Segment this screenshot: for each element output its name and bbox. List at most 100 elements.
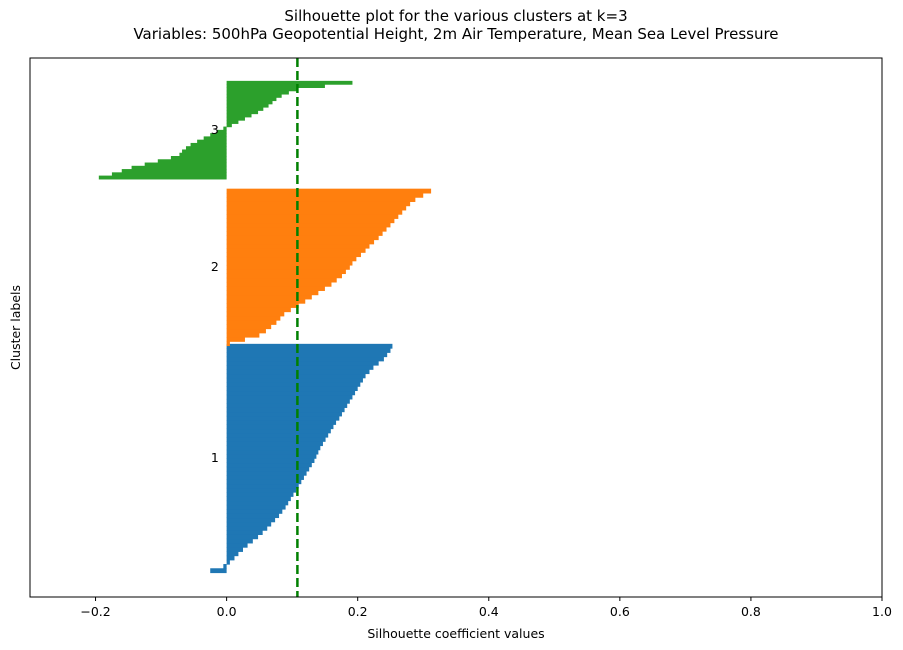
silhouette-bar-cluster-3 bbox=[98, 175, 227, 180]
silhouette-bar-cluster-1 bbox=[226, 462, 312, 468]
silhouette-bar-cluster-2 bbox=[226, 231, 383, 236]
silhouette-bar-cluster-2 bbox=[226, 209, 403, 215]
x-tick-label: 0.4 bbox=[479, 604, 499, 619]
silhouette-bar-cluster-2 bbox=[226, 298, 306, 304]
silhouette-bar-cluster-3 bbox=[226, 90, 289, 95]
silhouette-bar-cluster-1 bbox=[226, 428, 331, 434]
silhouette-bar-cluster-1 bbox=[226, 365, 374, 370]
cluster-label-2: 2 bbox=[211, 259, 219, 274]
silhouette-bar-cluster-2 bbox=[226, 260, 353, 266]
silhouette-bar-cluster-1 bbox=[226, 475, 304, 480]
silhouette-bar-cluster-1 bbox=[226, 373, 366, 379]
silhouette-bar-cluster-2 bbox=[226, 290, 319, 296]
silhouette-bar-cluster-1 bbox=[226, 381, 361, 387]
silhouette-bar-cluster-1 bbox=[226, 513, 280, 519]
silhouette-bar-cluster-2 bbox=[226, 315, 281, 321]
silhouette-bar-cluster-1 bbox=[226, 398, 350, 404]
silhouette-bar-cluster-3 bbox=[226, 97, 277, 102]
silhouette-bar-cluster-2 bbox=[226, 324, 272, 330]
x-tick-label: 0.6 bbox=[610, 604, 630, 619]
silhouette-bars bbox=[98, 80, 432, 574]
silhouette-bar-cluster-3 bbox=[223, 126, 227, 131]
silhouette-bar-cluster-3 bbox=[111, 172, 227, 177]
x-tick-label: 1.0 bbox=[872, 604, 892, 619]
silhouette-bar-cluster-1 bbox=[226, 525, 268, 531]
silhouette-bar-cluster-3 bbox=[226, 110, 259, 115]
silhouette-bar-cluster-3 bbox=[226, 93, 282, 98]
silhouette-bar-cluster-3 bbox=[226, 87, 298, 92]
silhouette-bar-cluster-2 bbox=[226, 311, 285, 317]
silhouette-bar-cluster-2 bbox=[226, 336, 245, 342]
silhouette-bar-cluster-1 bbox=[226, 534, 259, 540]
silhouette-bar-cluster-2 bbox=[226, 218, 395, 224]
silhouette-bar-cluster-3 bbox=[131, 165, 227, 170]
silhouette-bar-cluster-3 bbox=[197, 139, 227, 144]
silhouette-bar-cluster-1 bbox=[226, 479, 302, 485]
silhouette-bar-cluster-1 bbox=[226, 441, 323, 447]
silhouette-bar-cluster-1 bbox=[226, 407, 345, 413]
silhouette-bar-cluster-3 bbox=[182, 149, 227, 154]
silhouette-bar-cluster-1 bbox=[226, 394, 353, 400]
silhouette-bar-cluster-1 bbox=[226, 521, 272, 527]
silhouette-bar-cluster-1 bbox=[226, 483, 299, 489]
silhouette-bar-cluster-1 bbox=[226, 436, 326, 442]
silhouette-bar-cluster-1 bbox=[226, 542, 248, 548]
silhouette-bar-cluster-2 bbox=[226, 235, 379, 241]
silhouette-bar-cluster-2 bbox=[226, 222, 391, 228]
silhouette-bar-cluster-2 bbox=[226, 214, 399, 219]
silhouette-bar-cluster-3 bbox=[226, 84, 325, 88]
silhouette-bar-cluster-1 bbox=[226, 555, 235, 561]
silhouette-bar-cluster-2 bbox=[226, 264, 350, 270]
silhouette-bar-cluster-1 bbox=[226, 517, 276, 523]
cluster-labels: 1 2 3 bbox=[211, 122, 219, 465]
silhouette-bar-cluster-3 bbox=[226, 100, 273, 105]
chart-subtitle: Variables: 500hPa Geopotential Height, 2… bbox=[133, 25, 778, 43]
silhouette-bar-cluster-2 bbox=[226, 188, 432, 194]
silhouette-bar-cluster-2 bbox=[226, 252, 361, 258]
x-axis-label: Silhouette coefficient values bbox=[367, 626, 544, 641]
silhouette-bar-cluster-1 bbox=[226, 360, 379, 366]
silhouette-bar-cluster-3 bbox=[190, 142, 227, 147]
silhouette-bar-cluster-2 bbox=[226, 277, 337, 283]
silhouette-bar-cluster-1 bbox=[226, 500, 289, 506]
cluster-label-3: 3 bbox=[211, 122, 219, 137]
silhouette-bar-cluster-2 bbox=[226, 332, 260, 338]
x-tick-label: −0.2 bbox=[80, 604, 110, 619]
silhouette-bar-cluster-3 bbox=[226, 123, 232, 128]
silhouette-bar-cluster-2 bbox=[226, 294, 312, 300]
silhouette-bar-cluster-1 bbox=[226, 403, 348, 408]
silhouette-bar-cluster-2 bbox=[226, 226, 387, 232]
silhouette-bar-cluster-2 bbox=[226, 192, 424, 198]
silhouette-bar-cluster-1 bbox=[223, 564, 227, 569]
silhouette-bar-cluster-3 bbox=[170, 156, 227, 160]
chart-title: Silhouette plot for the various clusters… bbox=[284, 7, 627, 25]
silhouette-bar-cluster-2 bbox=[226, 307, 291, 313]
silhouette-bar-cluster-3 bbox=[216, 129, 227, 134]
silhouette-bar-cluster-3 bbox=[179, 152, 227, 157]
silhouette-bar-cluster-1 bbox=[226, 492, 294, 497]
silhouette-bar-cluster-3 bbox=[226, 113, 252, 118]
silhouette-bar-cluster-1 bbox=[226, 411, 342, 417]
silhouette-bar-cluster-3 bbox=[226, 120, 239, 124]
silhouette-bar-cluster-3 bbox=[157, 159, 227, 164]
silhouette-bar-cluster-1 bbox=[226, 453, 317, 459]
silhouette-bar-cluster-1 bbox=[226, 348, 391, 353]
silhouette-bar-cluster-1 bbox=[226, 432, 329, 438]
silhouette-bar-cluster-1 bbox=[226, 470, 307, 476]
silhouette-bar-cluster-1 bbox=[226, 504, 286, 510]
silhouette-bar-cluster-1 bbox=[226, 343, 393, 349]
silhouette-bar-cluster-2 bbox=[226, 197, 416, 202]
silhouette-bar-cluster-3 bbox=[203, 136, 227, 141]
silhouette-bar-cluster-1 bbox=[226, 449, 319, 455]
silhouette-bar-cluster-2 bbox=[226, 247, 366, 253]
silhouette-bar-cluster-1 bbox=[226, 487, 297, 493]
silhouette-bar-cluster-1 bbox=[226, 386, 358, 392]
silhouette-bar-cluster-1 bbox=[226, 466, 310, 472]
silhouette-bar-cluster-2 bbox=[226, 281, 332, 287]
silhouette-bar-cluster-1 bbox=[226, 496, 291, 502]
silhouette-bar-cluster-2 bbox=[226, 201, 411, 207]
silhouette-bar-cluster-1 bbox=[226, 458, 315, 464]
silhouette-bar-cluster-1 bbox=[226, 390, 356, 396]
silhouette-bar-cluster-1 bbox=[226, 415, 340, 421]
